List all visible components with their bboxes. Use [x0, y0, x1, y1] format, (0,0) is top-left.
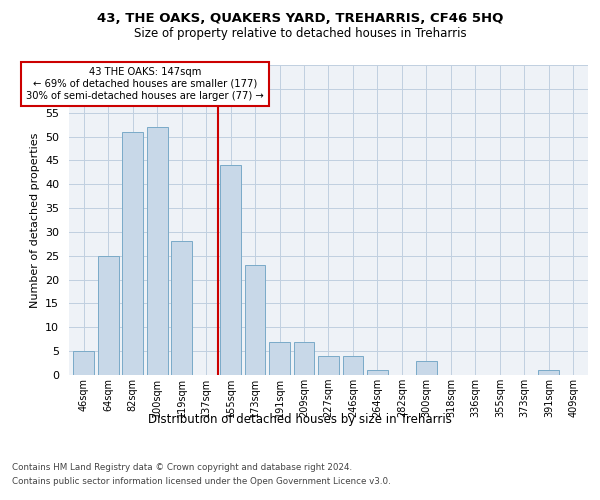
Bar [416, 360, 437, 375]
Bar [220, 165, 241, 375]
Bar [122, 132, 143, 375]
Bar [171, 242, 192, 375]
Bar [293, 342, 314, 375]
Bar [318, 356, 339, 375]
Bar [269, 342, 290, 375]
Bar [367, 370, 388, 375]
Bar [98, 256, 119, 375]
Bar [538, 370, 559, 375]
Text: Contains public sector information licensed under the Open Government Licence v3: Contains public sector information licen… [12, 478, 391, 486]
Text: Size of property relative to detached houses in Treharris: Size of property relative to detached ho… [134, 28, 466, 40]
Text: 43, THE OAKS, QUAKERS YARD, TREHARRIS, CF46 5HQ: 43, THE OAKS, QUAKERS YARD, TREHARRIS, C… [97, 12, 503, 26]
Bar [147, 127, 167, 375]
Bar [245, 266, 265, 375]
Y-axis label: Number of detached properties: Number of detached properties [29, 132, 40, 308]
Text: Distribution of detached houses by size in Treharris: Distribution of detached houses by size … [148, 412, 452, 426]
Text: 43 THE OAKS: 147sqm
← 69% of detached houses are smaller (177)
30% of semi-detac: 43 THE OAKS: 147sqm ← 69% of detached ho… [26, 68, 264, 100]
Bar [73, 351, 94, 375]
Bar [343, 356, 364, 375]
Text: Contains HM Land Registry data © Crown copyright and database right 2024.: Contains HM Land Registry data © Crown c… [12, 462, 352, 471]
